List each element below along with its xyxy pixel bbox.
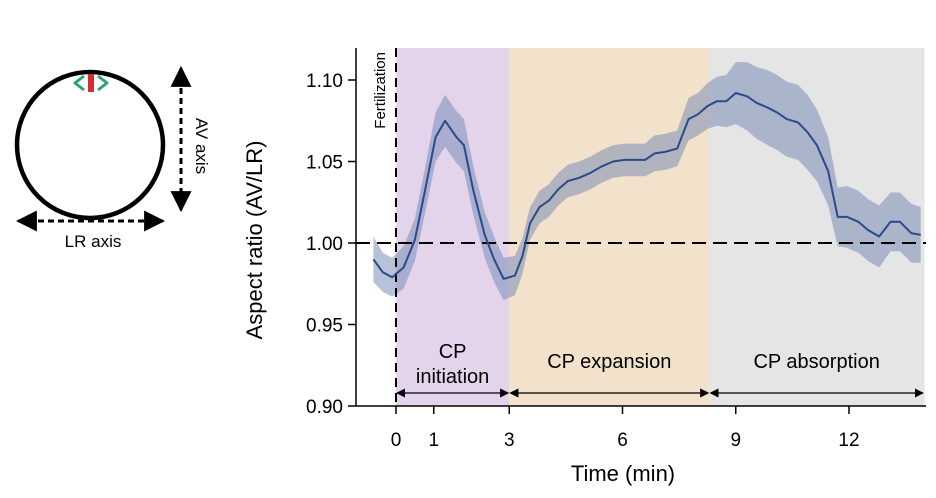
axes: 0.90 0.95 1.00 1.05 1.10 0 1 3 6 9 12 bbox=[306, 48, 926, 451]
reference-lines: Fertilization bbox=[356, 48, 926, 406]
phase-label-cp-initiation: CP bbox=[439, 341, 467, 363]
cell-schematic: AV axis LR axis bbox=[14, 65, 211, 251]
y-tick-label: 0.95 bbox=[306, 316, 343, 337]
y-tick-label: 1.05 bbox=[306, 153, 343, 174]
series-line bbox=[372, 92, 921, 280]
av-axis-label: AV axis bbox=[192, 118, 211, 174]
y-tick-label: 0.90 bbox=[306, 397, 343, 418]
cell-outline bbox=[14, 69, 166, 221]
phase-label-cp-initiation: initiation bbox=[416, 366, 489, 388]
x-tick-label: 0 bbox=[391, 430, 402, 451]
y-tick-label: 1.10 bbox=[306, 71, 343, 92]
cp-marker-icon bbox=[73, 74, 109, 92]
y-axis-title: Aspect ratio (AV/LR) bbox=[242, 141, 267, 340]
fertilization-label: Fertilization bbox=[372, 52, 389, 129]
x-tick-label: 9 bbox=[730, 430, 741, 451]
confidence-band-layer bbox=[373, 62, 921, 301]
x-tick-label: 3 bbox=[504, 430, 515, 451]
confidence-band bbox=[373, 62, 921, 301]
lr-axis-label: LR axis bbox=[65, 232, 122, 251]
x-tick-label: 1 bbox=[428, 430, 439, 451]
y-tick-label: 1.00 bbox=[306, 234, 343, 255]
x-axis-title: Time (min) bbox=[571, 461, 675, 486]
phase-label-cp-absorption: CP absorption bbox=[753, 351, 879, 373]
x-tick-label: 12 bbox=[838, 430, 859, 451]
x-tick-label: 6 bbox=[617, 430, 628, 451]
aspect-ratio-chart: Fertilization 0.90 0.95 1.00 1.05 1.10 0 1 3 6 9 1… bbox=[242, 48, 926, 486]
phase-bg-cp-expansion bbox=[509, 48, 710, 406]
phase-label-cp-expansion: CP expansion bbox=[547, 351, 671, 373]
series-line-layer bbox=[372, 92, 921, 280]
phase-labels: CP initiation CP expansion CP absorption bbox=[396, 341, 924, 398]
